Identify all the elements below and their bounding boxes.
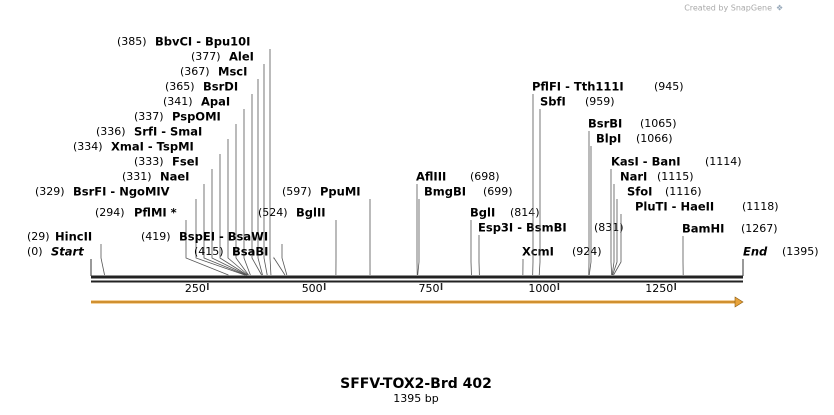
site-position: (831) [594, 221, 624, 234]
site-name: XmaI - TspMI [111, 140, 194, 154]
site-position: (377) [191, 50, 221, 63]
site-position: (945) [654, 80, 684, 93]
site-name: SrfI - SmaI [134, 125, 202, 139]
site-name: NaeI [160, 170, 189, 184]
site-name: BspEI - BsaWI [179, 230, 268, 244]
site-position: (814) [510, 206, 540, 219]
site-name: AflIII [416, 170, 446, 184]
site-name: BsrFI - NgoMIV [73, 185, 170, 199]
cut-line [588, 146, 592, 276]
site-name: BsrDI [203, 80, 238, 94]
site-name: PflMI * [134, 206, 177, 220]
cut-line [219, 154, 248, 276]
ruler-label: 500 [302, 282, 323, 295]
site-position: (385) [117, 35, 147, 48]
site-position: (1065) [640, 117, 677, 130]
site-position: (698) [470, 170, 500, 183]
cut-line [203, 184, 246, 276]
site-name: BglI [470, 206, 495, 220]
site-position: (1066) [636, 132, 673, 145]
cut-line [211, 169, 247, 276]
site-name: BlpI [596, 132, 621, 146]
site-position: (294) [95, 206, 125, 219]
site-position: (367) [180, 65, 210, 78]
site-position: (0) [27, 245, 43, 258]
site-position: (329) [35, 185, 65, 198]
cut-line [538, 109, 541, 276]
cut-line [243, 109, 251, 276]
site-name: BsaBI [232, 245, 268, 259]
title: SFFV-TOX2-Brd 402 [340, 376, 492, 392]
site-position: (959) [585, 95, 615, 108]
cut-line [235, 124, 249, 276]
ruler-label: 250 [185, 282, 206, 295]
cut-line [195, 199, 245, 276]
site-name: ApaI [201, 95, 230, 109]
site-position: (597) [282, 185, 312, 198]
site-position: (29) [27, 230, 50, 243]
site-name: NarI [620, 170, 647, 184]
site-name: BglII [296, 206, 326, 220]
feature-arrow [734, 296, 744, 308]
cut-line [281, 244, 288, 276]
ruler-label: 1000 [528, 282, 556, 295]
site-name: AleI [229, 50, 254, 64]
site-name: SbfI [540, 95, 566, 109]
site-name: KasI - BanI [611, 155, 681, 169]
site-position: (337) [134, 110, 164, 123]
site-name: PluTI - HaeII [635, 200, 714, 214]
cut-line [612, 199, 618, 276]
ruler-label: 750 [419, 282, 440, 295]
site-name: XcmI [522, 245, 554, 259]
site-name: SfoI [627, 185, 652, 199]
site-name: Esp3I - BsmBI [478, 221, 567, 235]
cut-line [100, 244, 105, 276]
site-name: BamHI [682, 222, 724, 236]
site-position: (524) [258, 206, 288, 219]
site-name: PspOMI [172, 110, 221, 124]
cut-line [417, 199, 420, 276]
cut-line [251, 94, 262, 276]
cut-line [610, 169, 613, 276]
cut-line [613, 214, 622, 276]
cut-line [263, 64, 268, 276]
site-name: MscI [218, 65, 247, 79]
site-name: End [743, 245, 768, 259]
site-position: (331) [122, 170, 152, 183]
site-position: (1118) [742, 200, 779, 213]
site-position: (415) [194, 245, 224, 258]
site-position: (1116) [665, 185, 702, 198]
cut-line [185, 220, 229, 276]
subtitle: 1395 bp [393, 392, 438, 405]
site-name: BmgBI [424, 185, 466, 199]
site-position: (1115) [657, 170, 694, 183]
site-position: (1114) [705, 155, 742, 168]
site-name: Start [51, 245, 84, 259]
site-name: BbvCI - Bpu10I [155, 35, 250, 49]
site-name: BsrBI [588, 117, 622, 131]
logo: ❖ [776, 4, 783, 13]
site-position: (341) [163, 95, 193, 108]
cut-line [269, 49, 272, 276]
site-name: HincII [55, 230, 92, 244]
site-name: PpuMI [320, 185, 361, 199]
cut-line [257, 79, 263, 276]
cut-line [227, 139, 249, 276]
site-position: (336) [96, 125, 126, 138]
cut-line [273, 256, 286, 276]
site-position: (333) [134, 155, 164, 168]
ruler-label: 1250 [645, 282, 673, 295]
site-position: (1395) [782, 245, 819, 258]
site-name: PflFI - Tth111I [532, 80, 624, 94]
cut-line [611, 184, 615, 276]
site-position: (924) [572, 245, 602, 258]
credit: Created by SnapGene [684, 4, 772, 13]
site-position: (1267) [741, 222, 778, 235]
site-position: (699) [483, 185, 513, 198]
site-name: FseI [172, 155, 199, 169]
site-position: (334) [73, 140, 103, 153]
site-position: (419) [141, 230, 171, 243]
site-position: (365) [165, 80, 195, 93]
